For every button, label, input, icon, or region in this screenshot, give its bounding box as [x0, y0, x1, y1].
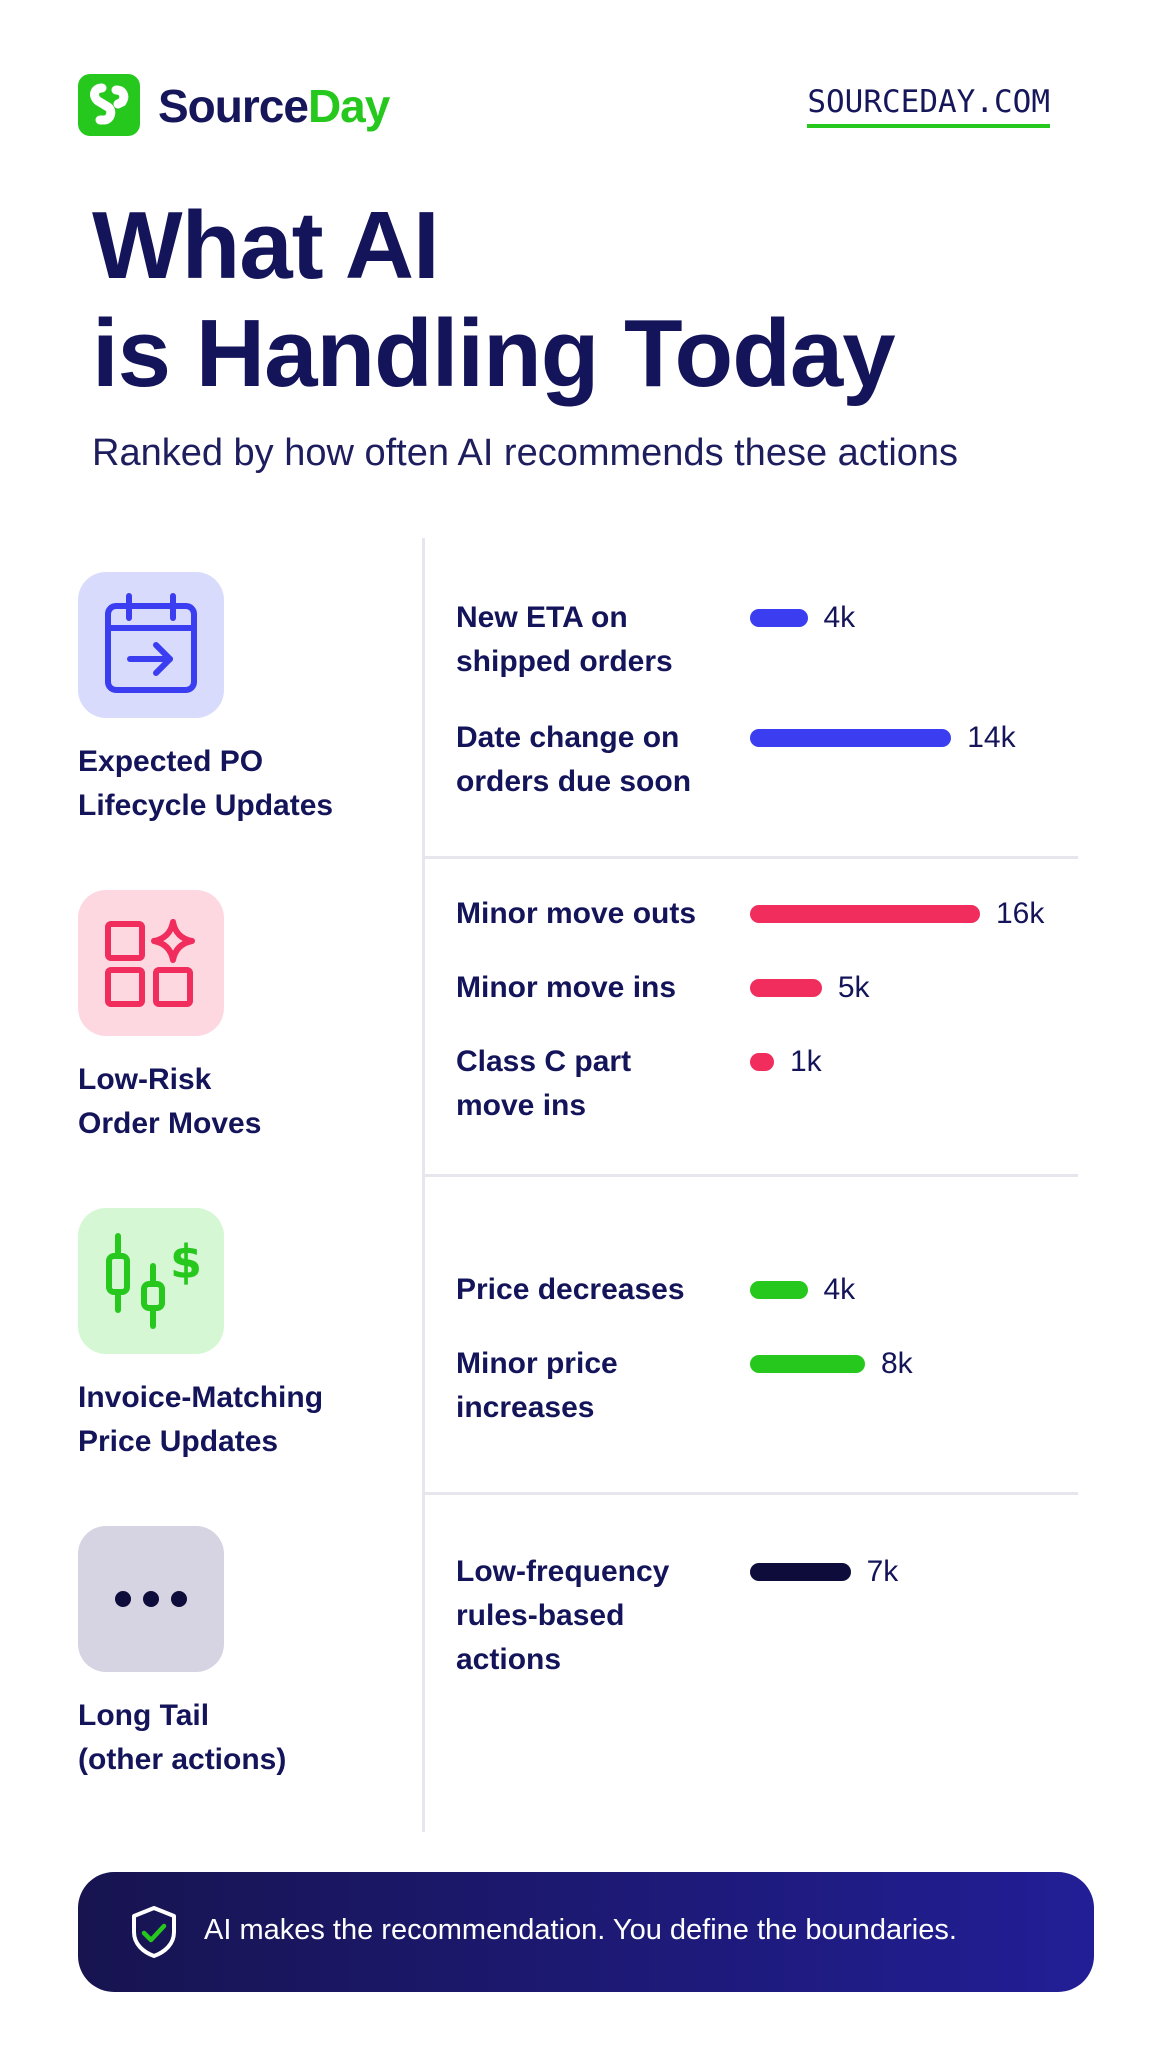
bar-label: Minor move ins [456, 971, 677, 1004]
website-link[interactable]: SOURCEDAY.COM [807, 84, 1050, 128]
category-label: Expected PO Lifecycle Updates [78, 745, 334, 822]
calendar-arrow-icon [78, 572, 224, 718]
footer-text: AI makes the recommendation. You define … [204, 1914, 957, 1946]
category-label: Invoice-Matching Price Updates [78, 1381, 324, 1458]
bar-label: Minor price increases [456, 1347, 618, 1424]
bar-label: Price decreases [456, 1273, 685, 1306]
brand-name: SourceDay [158, 78, 390, 134]
footer-banner: AI makes the recommendation. You define … [78, 1872, 1094, 1992]
svg-text:$: $ [170, 1235, 202, 1289]
shield-check-icon [124, 1902, 184, 1962]
title-line-2: is Handling Today [92, 300, 896, 407]
row-divider-3 [422, 1492, 1078, 1495]
bar-label: Minor move outs [456, 897, 697, 930]
bar-label: Class C part move ins [456, 1045, 632, 1122]
bar-label: New ETA on shipped orders [456, 601, 673, 678]
brand-name-part1: Source [158, 80, 309, 132]
bar [750, 609, 808, 627]
bar-value-label: 16k [996, 897, 1045, 930]
bar-value-label: 8k [881, 1347, 913, 1380]
page-subtitle: Ranked by how often AI recommends these … [92, 432, 959, 474]
bar [750, 1563, 851, 1581]
vertical-divider [422, 538, 425, 1832]
brand-name-part2: Day [307, 80, 390, 132]
bar-value-label: 1k [790, 1045, 822, 1078]
grid-sparkle-icon [78, 890, 224, 1036]
bar [750, 1355, 865, 1373]
bar-label: Date change on orders due soon [456, 721, 692, 798]
row-divider-2 [422, 1174, 1078, 1177]
bar [750, 905, 980, 923]
bar [750, 1053, 774, 1071]
bar [750, 729, 952, 747]
bar-label: Low-frequency rules-based actions [456, 1555, 670, 1676]
bar [750, 1281, 808, 1299]
bar-value-label: 5k [837, 971, 870, 1004]
category-label: Low-Risk Order Moves [78, 1063, 262, 1140]
ellipsis-icon [78, 1526, 224, 1672]
page-title: What AI is Handling Today [92, 192, 896, 408]
bar-value-label: 4k [823, 1273, 856, 1306]
bar-value-label: 7k [866, 1555, 899, 1588]
title-line-1: What AI [92, 192, 440, 299]
sourceday-logo-icon [78, 74, 140, 136]
bar-value-label: 4k [823, 601, 856, 634]
bar-value-label: 14k [967, 721, 1016, 754]
category-label: Long Tail (other actions) [78, 1699, 287, 1776]
row-divider-1 [422, 856, 1078, 859]
candlestick-dollar-icon: $ [78, 1208, 224, 1354]
bar [750, 979, 822, 997]
